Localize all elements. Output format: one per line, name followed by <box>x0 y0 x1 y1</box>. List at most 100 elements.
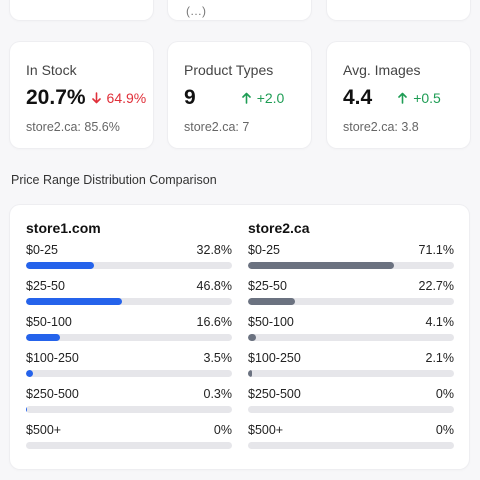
range-row: $100-250 3.5% <box>26 350 232 386</box>
range-label: $25-50 <box>248 279 287 293</box>
top-card-fragment: (…) <box>186 4 206 18</box>
top-card-2: (…) <box>168 0 311 20</box>
range-bar-track <box>248 298 454 305</box>
price-distribution-card: store1.com $0-25 32.8% $25-50 46.8% $50-100 1… <box>10 205 469 469</box>
range-bar-fill <box>26 262 94 269</box>
stat-delta: +2.0 <box>241 90 285 106</box>
range-list: $0-25 32.8% $25-50 46.8% $50-100 16.6% $100-25… <box>26 242 232 458</box>
stat-card-in-stock: In Stock 20.7% 64.9% store2.ca: 85.6% <box>10 42 153 148</box>
range-label: $0-25 <box>248 243 280 257</box>
range-percent: 32.8% <box>196 243 232 257</box>
range-bar-fill <box>248 370 253 377</box>
stat-delta-value: 64.9% <box>106 90 147 106</box>
range-bar-track <box>26 370 232 377</box>
stat-title: Avg. Images <box>343 62 421 78</box>
range-header: $0-25 32.8% <box>26 242 232 258</box>
range-bar-track <box>248 262 454 269</box>
range-percent: 0.3% <box>203 387 233 401</box>
range-header: $500+ 0% <box>248 422 454 438</box>
arrow-up-icon <box>398 92 408 104</box>
range-row: $50-100 4.1% <box>248 314 454 350</box>
range-bar-fill <box>248 262 395 269</box>
range-bar-track <box>248 370 454 377</box>
stat-title: In Stock <box>26 62 77 78</box>
stat-compare: store2.ca: 3.8 <box>343 120 419 134</box>
arrow-down-icon <box>91 92 101 104</box>
range-row: $0-25 71.1% <box>248 242 454 278</box>
stat-delta-value: +0.5 <box>413 90 441 106</box>
range-label: $250-500 <box>248 387 301 401</box>
store-column: store1.com $0-25 32.8% $25-50 46.8% $50-100 1… <box>26 220 232 458</box>
range-percent: 46.8% <box>196 279 232 293</box>
stat-title: Product Types <box>184 62 274 78</box>
range-row: $50-100 16.6% <box>26 314 232 350</box>
range-header: $0-25 71.1% <box>248 242 454 258</box>
top-card-3 <box>327 0 470 20</box>
range-label: $0-25 <box>26 243 58 257</box>
range-label: $50-100 <box>248 315 294 329</box>
top-card-1 <box>10 0 153 20</box>
stat-value: 20.7% <box>26 86 86 109</box>
range-bar-track <box>26 298 232 305</box>
range-percent: 0% <box>213 423 232 437</box>
stat-value: 9 <box>184 86 196 109</box>
stat-card-avg-images: Avg. Images 4.4 +0.5 store2.ca: 3.8 <box>327 42 470 148</box>
stat-compare: store2.ca: 7 <box>184 120 250 134</box>
range-header: $25-50 22.7% <box>248 278 454 294</box>
range-bar-fill <box>248 334 257 341</box>
range-bar-fill <box>26 406 28 413</box>
range-label: $250-500 <box>26 387 79 401</box>
range-percent: 2.1% <box>425 351 455 365</box>
range-row: $25-50 22.7% <box>248 278 454 314</box>
range-label: $100-250 <box>26 351 79 365</box>
stat-delta: +0.5 <box>398 90 441 106</box>
range-row: $0-25 32.8% <box>26 242 232 278</box>
range-header: $100-250 3.5% <box>26 350 232 366</box>
store-name: store1.com <box>26 220 101 236</box>
range-percent: 0% <box>435 387 454 401</box>
range-percent: 22.7% <box>418 279 454 293</box>
range-label: $500+ <box>248 423 284 437</box>
stat-delta-value: +2.0 <box>256 90 285 106</box>
range-bar-fill <box>26 334 61 341</box>
range-bar-fill <box>26 298 123 305</box>
range-bar-track <box>26 442 232 449</box>
range-bar-track <box>248 334 454 341</box>
range-percent: 4.1% <box>425 315 455 329</box>
range-percent: 71.1% <box>418 243 454 257</box>
range-row: $250-500 0% <box>248 386 454 422</box>
range-bar-fill <box>248 298 295 305</box>
range-bar-track <box>248 442 454 449</box>
range-label: $100-250 <box>248 351 301 365</box>
range-header: $100-250 2.1% <box>248 350 454 366</box>
range-bar-fill <box>26 370 34 377</box>
range-row: $100-250 2.1% <box>248 350 454 386</box>
stat-compare: store2.ca: 85.6% <box>26 120 120 134</box>
range-header: $25-50 46.8% <box>26 278 232 294</box>
range-label: $25-50 <box>26 279 65 293</box>
arrow-up-icon <box>241 92 251 104</box>
range-list: $0-25 71.1% $25-50 22.7% $50-100 4.1% $100-250… <box>248 242 454 458</box>
range-header: $50-100 16.6% <box>26 314 232 330</box>
range-percent: 16.6% <box>196 315 232 329</box>
range-header: $500+ 0% <box>26 422 232 438</box>
range-row: $500+ 0% <box>248 422 454 458</box>
range-label: $500+ <box>26 423 62 437</box>
stat-card-product-types: Product Types 9 +2.0 store2.ca: 7 <box>168 42 311 148</box>
section-title: Price Range Distribution Comparison <box>11 173 217 187</box>
stat-delta: 64.9% <box>91 90 147 106</box>
range-header: $250-500 0.3% <box>26 386 232 402</box>
range-row: $500+ 0% <box>26 422 232 458</box>
range-bar-track <box>26 262 232 269</box>
range-label: $50-100 <box>26 315 72 329</box>
range-bar-track <box>248 406 454 413</box>
range-header: $50-100 4.1% <box>248 314 454 330</box>
range-row: $250-500 0.3% <box>26 386 232 422</box>
range-percent: 3.5% <box>203 351 233 365</box>
range-header: $250-500 0% <box>248 386 454 402</box>
range-row: $25-50 46.8% <box>26 278 232 314</box>
stat-value: 4.4 <box>343 86 373 109</box>
range-bar-track <box>26 406 232 413</box>
store-column: store2.ca $0-25 71.1% $25-50 22.7% $50-100 4.… <box>248 220 454 458</box>
range-bar-track <box>26 334 232 341</box>
